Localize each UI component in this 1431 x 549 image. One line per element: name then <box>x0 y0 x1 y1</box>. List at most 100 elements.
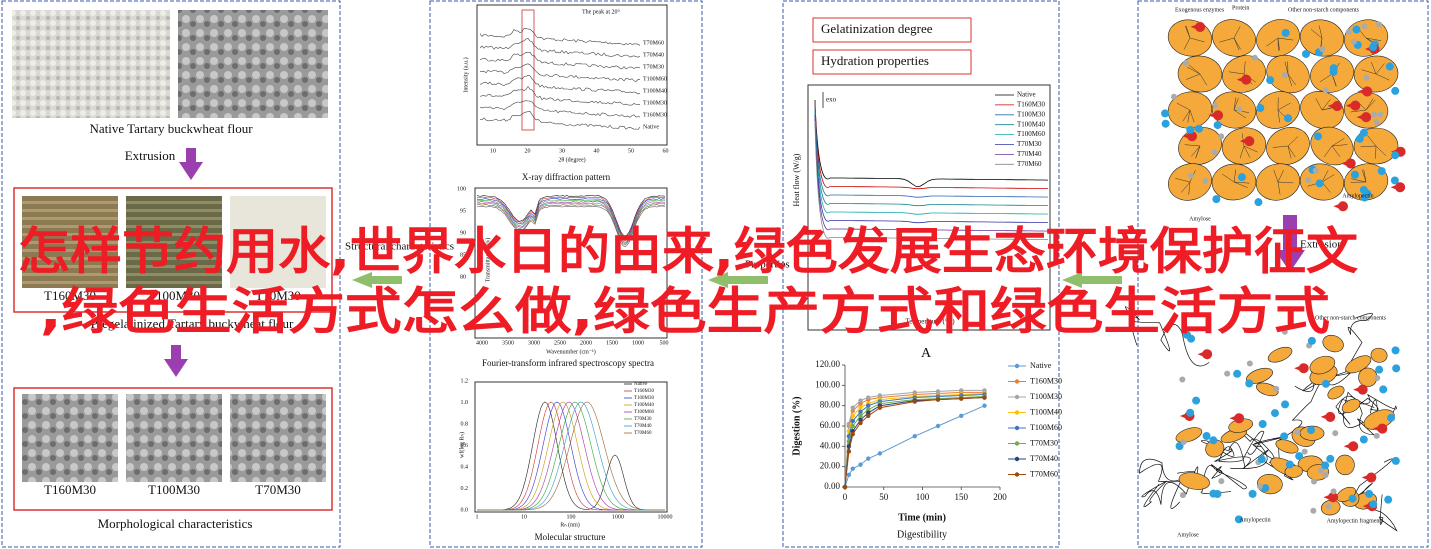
component-dot <box>1218 478 1225 485</box>
amylopectin-branch <box>1367 135 1377 147</box>
legend-marker <box>1014 472 1020 477</box>
starch-granule <box>1246 367 1273 384</box>
label: T160M30 <box>44 482 96 497</box>
label: T160M30 <box>1030 376 1062 385</box>
amylopectin-branch <box>1361 69 1377 75</box>
enzyme <box>1341 158 1356 169</box>
label: 50 <box>879 492 889 502</box>
data-point <box>850 405 855 410</box>
protein-dot <box>1390 176 1399 185</box>
protein-dot <box>1195 124 1204 133</box>
label: T100M30 <box>643 100 667 106</box>
dsc-curve <box>814 120 1049 241</box>
panel-frame <box>1 0 341 548</box>
legend-marker <box>1014 379 1020 384</box>
label: Fourier-transform infrared spectroscopy … <box>482 358 654 368</box>
label: T70M40 <box>1030 454 1058 463</box>
label: Native <box>1017 91 1036 99</box>
series-line <box>844 397 985 488</box>
data-point <box>877 451 883 456</box>
protein-dot <box>1254 198 1263 207</box>
component-dot <box>1294 429 1301 436</box>
protein-dot <box>1387 413 1396 422</box>
legend-marker <box>1014 394 1020 400</box>
amylopectin-branch <box>1287 136 1299 147</box>
protein-dot <box>1256 103 1265 112</box>
component-dot <box>1322 472 1329 479</box>
amylopectin-branch <box>1233 37 1241 50</box>
label: Structural characteristics <box>345 241 454 253</box>
property-box <box>812 17 972 43</box>
amylopectin-branch <box>1243 61 1246 75</box>
dsc-curve <box>814 114 1049 224</box>
data-point <box>959 413 964 419</box>
label: T100M60 <box>643 76 667 82</box>
label: 3000 <box>528 340 540 346</box>
amylopectin-branch <box>1176 102 1191 111</box>
amylopectin-branch <box>1331 138 1345 147</box>
amylopectin-branch <box>1321 174 1335 183</box>
component-dot <box>1373 432 1380 439</box>
label: T70M30 <box>255 482 301 497</box>
enzyme <box>1190 21 1206 32</box>
component-dot <box>1376 21 1383 28</box>
component-dot <box>1301 448 1308 455</box>
overlay-title: ,绿色生活方式怎么做,绿色生产方式和绿色生活方式 <box>40 283 1330 341</box>
component-dot <box>1363 74 1370 81</box>
label: T70M60 <box>634 431 652 436</box>
label: 60 <box>663 148 669 154</box>
panel-frame <box>782 0 1060 548</box>
protein-dot <box>1329 64 1338 73</box>
label: T160M30 <box>1017 101 1046 109</box>
amylopectin-branch <box>1351 178 1367 183</box>
amylopectin-branch <box>1287 145 1292 159</box>
protein-dot <box>1313 132 1322 141</box>
label: 0.00 <box>824 481 840 491</box>
amylopectin-branch <box>1243 145 1251 158</box>
component-dot <box>1310 478 1317 485</box>
amylose-chain <box>1141 466 1199 507</box>
protein-dot <box>1348 494 1357 503</box>
legend-marker <box>1014 441 1020 446</box>
component-dot <box>1212 102 1219 109</box>
label: 100 <box>567 514 576 520</box>
label: 0.0 <box>461 507 469 513</box>
protein-dot <box>1161 119 1170 128</box>
amylopectin-branch <box>1277 181 1281 195</box>
label: exo <box>826 96 837 104</box>
amylopectin-branch <box>1182 109 1191 122</box>
label: T100M60 <box>1030 423 1062 432</box>
protein-dot <box>1391 151 1400 160</box>
enzyme <box>1229 413 1245 424</box>
label: Digestion (%) <box>791 396 802 455</box>
protein-dot <box>1384 495 1393 504</box>
amylopectin-branch <box>1199 73 1208 86</box>
amylopectin-branch <box>1277 109 1280 123</box>
label: 0 <box>843 492 848 502</box>
amylopectin-branch <box>1233 97 1239 111</box>
amylose-chain <box>1278 375 1331 470</box>
amylopectin-branch <box>1277 181 1294 184</box>
data-point <box>866 456 871 461</box>
protein-dot <box>1186 125 1195 134</box>
label: 10 <box>521 514 527 520</box>
label: 10 <box>490 148 496 154</box>
component-dot <box>1256 483 1263 490</box>
data-point <box>935 397 941 402</box>
amylopectin-branch <box>1181 181 1191 193</box>
protein-dot <box>1284 114 1293 123</box>
label: 85 <box>460 252 466 258</box>
data-point <box>858 420 863 426</box>
label: Amylose <box>1189 216 1211 222</box>
xrd-curve <box>479 85 641 106</box>
protein-dot <box>1281 400 1290 409</box>
data-point <box>866 403 871 408</box>
amylopectin-branch <box>1310 29 1323 39</box>
label: 1000 <box>612 514 624 520</box>
amylopectin-branch <box>1331 145 1341 157</box>
component-dot <box>1319 45 1326 52</box>
label: T70M30 <box>1030 438 1058 447</box>
label: 1.2 <box>461 378 469 384</box>
label: T100M40 <box>1017 120 1046 128</box>
amylopectin-branch <box>1375 63 1385 75</box>
